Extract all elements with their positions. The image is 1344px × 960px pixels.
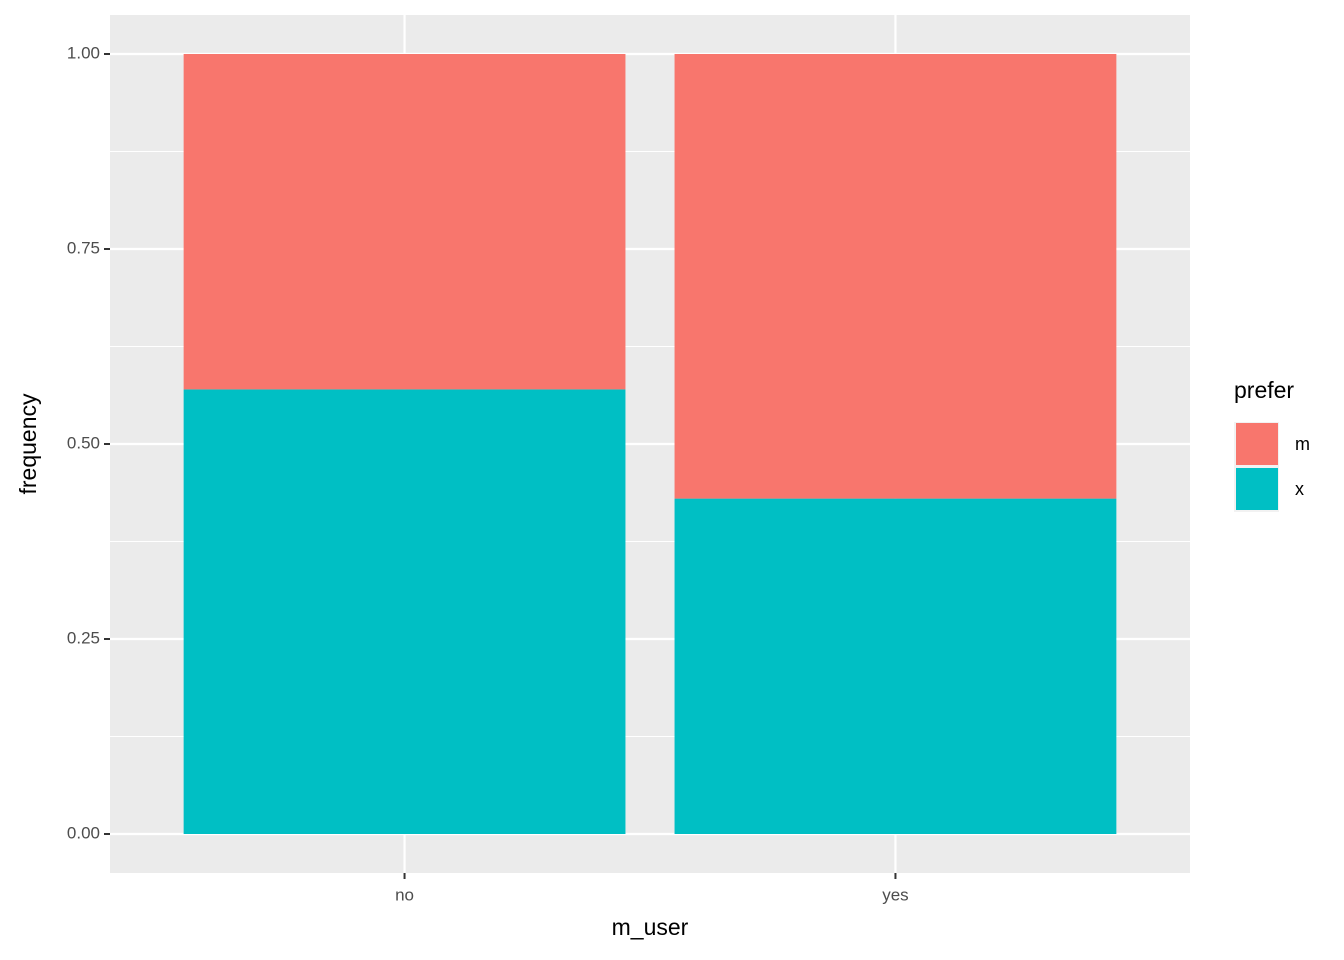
y-tick-label: 0.50: [67, 433, 100, 452]
bar-segment: [674, 498, 1117, 834]
legend-label: x: [1295, 479, 1304, 499]
x-axis-title: m_user: [612, 914, 689, 940]
y-tick-label: 0.25: [67, 628, 100, 647]
bar-segment: [674, 54, 1117, 499]
x-tick-label: no: [395, 885, 414, 904]
y-tick-label: 1.00: [67, 43, 100, 62]
y-tick-label: 0.75: [67, 238, 100, 257]
legend-label: m: [1295, 434, 1310, 454]
legend-title: prefer: [1234, 377, 1294, 403]
y-axis-title: frequency: [15, 393, 41, 495]
bar-segment: [183, 54, 626, 390]
legend-key: [1236, 423, 1278, 465]
y-tick-label: 0.00: [67, 823, 100, 842]
x-tick-label: yes: [882, 885, 908, 904]
legend-key: [1236, 468, 1278, 510]
bar-segment: [183, 389, 626, 834]
